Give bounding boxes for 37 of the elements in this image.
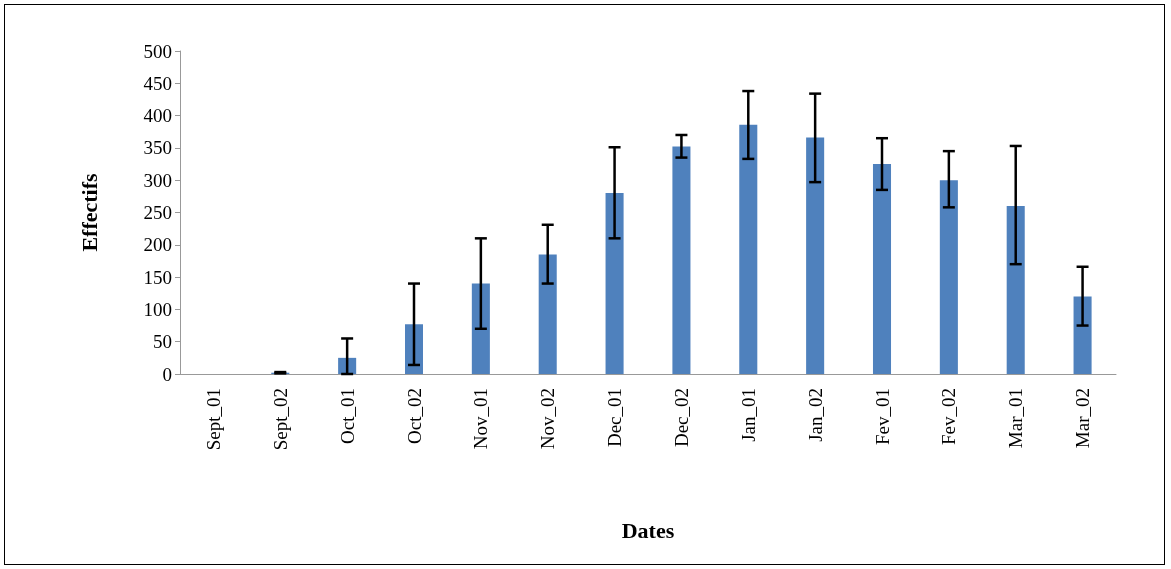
x-tick-label: Dec_02: [670, 388, 692, 448]
x-axis-title: Dates: [621, 517, 675, 543]
bar: [872, 164, 892, 374]
x-tick-label: Oct_02: [403, 388, 425, 444]
y-tick-label: 450: [143, 72, 172, 94]
x-tick-label: Nov_01: [470, 388, 492, 450]
y-tick-label: 0: [162, 363, 172, 385]
x-tick-label: Oct_01: [336, 388, 358, 444]
bar: [739, 124, 758, 374]
bar: [672, 146, 691, 374]
x-tick-label: Mar_02: [1072, 388, 1094, 449]
x-tick-label: Dec_01: [604, 388, 626, 448]
x-tick-label: Sept_01: [202, 388, 224, 451]
y-tick-label: 150: [143, 266, 172, 288]
y-tick-label: 500: [143, 40, 172, 62]
x-tick-label: Jan_01: [737, 388, 759, 442]
bar: [1073, 296, 1092, 374]
x-tick-label: Nov_02: [537, 388, 559, 450]
x-tick-label: Jan_02: [804, 388, 826, 442]
x-tick-label: Mar_01: [1005, 388, 1027, 449]
y-tick-label: 200: [143, 234, 172, 256]
y-tick-label: 400: [143, 105, 172, 127]
bar: [538, 254, 557, 374]
y-axis-title: Effectifs: [76, 172, 102, 252]
bar: [605, 193, 624, 374]
x-tick-label: Fev_02: [938, 388, 960, 445]
y-tick-label: 250: [143, 202, 172, 223]
y-tick-label: 300: [143, 169, 172, 191]
y-tick-label: 350: [143, 137, 172, 159]
y-tick-label: 100: [143, 298, 172, 320]
bar: [471, 283, 490, 374]
bar: [1006, 206, 1025, 374]
y-tick-label: 50: [153, 331, 172, 353]
bar: [939, 180, 958, 374]
x-tick-label: Sept_02: [269, 388, 291, 451]
bar: [806, 137, 825, 374]
x-tick-label: Fev_01: [871, 388, 893, 445]
